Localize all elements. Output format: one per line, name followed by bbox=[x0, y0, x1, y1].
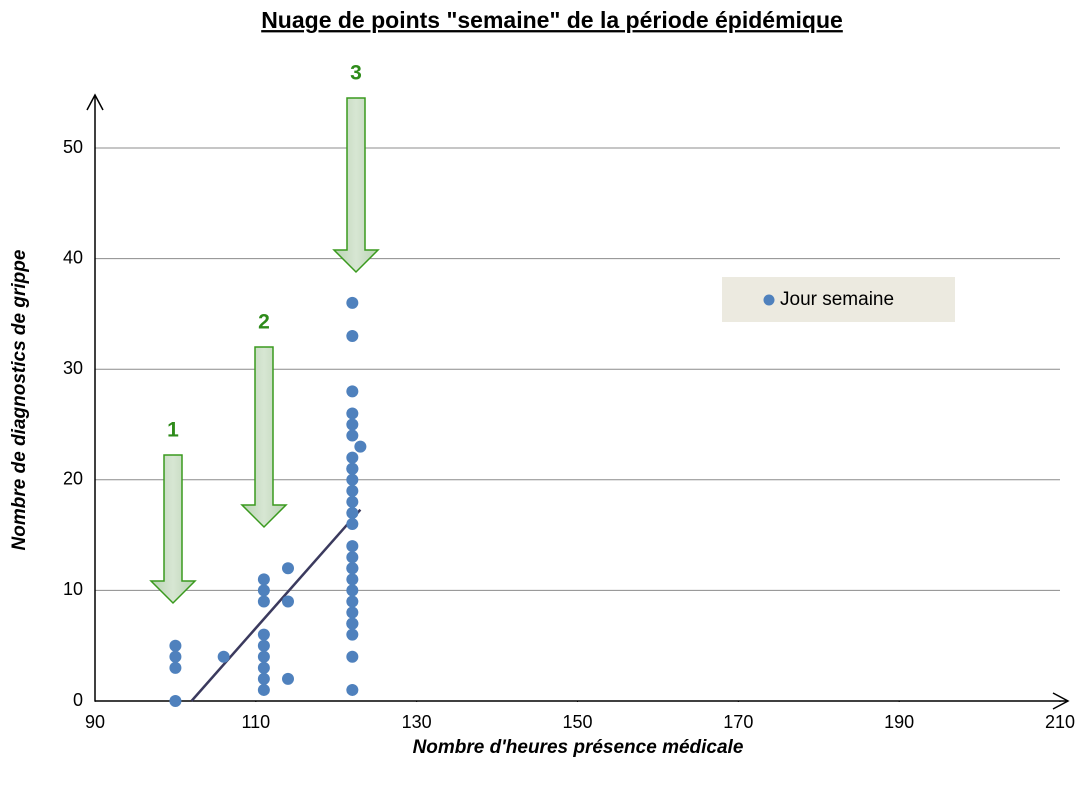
point bbox=[257, 584, 270, 597]
point bbox=[169, 661, 182, 674]
point bbox=[169, 695, 182, 707]
annotation-label: 2 bbox=[258, 311, 270, 334]
y-tick-label: 0 bbox=[73, 690, 83, 710]
point bbox=[346, 683, 359, 696]
point bbox=[346, 407, 359, 420]
point bbox=[346, 451, 359, 464]
x-tick-label: 110 bbox=[241, 712, 270, 732]
point bbox=[346, 330, 359, 343]
point bbox=[346, 573, 359, 586]
point bbox=[217, 650, 230, 663]
point bbox=[282, 562, 294, 575]
point bbox=[346, 495, 359, 508]
point bbox=[282, 595, 294, 608]
x-tick-label: 150 bbox=[562, 712, 592, 732]
annotation-arrow bbox=[240, 346, 288, 529]
point bbox=[257, 595, 270, 608]
x-axis-label: Nombre d'heures présence médicale bbox=[413, 737, 744, 758]
point bbox=[346, 595, 359, 608]
point bbox=[346, 606, 359, 619]
legend-box bbox=[722, 277, 955, 322]
point bbox=[282, 672, 294, 685]
point bbox=[257, 661, 270, 674]
x-tick-label: 190 bbox=[884, 712, 914, 732]
point bbox=[169, 639, 182, 652]
point bbox=[346, 518, 359, 531]
point bbox=[257, 683, 270, 696]
x-tick-label: 90 bbox=[85, 712, 105, 732]
legend-marker bbox=[763, 294, 775, 306]
point bbox=[346, 551, 359, 564]
point bbox=[346, 506, 359, 519]
y-tick-label: 40 bbox=[63, 247, 83, 267]
y-tick-label: 20 bbox=[63, 469, 83, 489]
point bbox=[346, 540, 359, 553]
annotation-arrow bbox=[332, 97, 380, 274]
y-tick-label: 10 bbox=[63, 579, 83, 599]
point bbox=[257, 628, 270, 641]
legend: Jour semaine bbox=[722, 277, 955, 322]
axes bbox=[86, 93, 1070, 710]
point bbox=[257, 639, 270, 652]
point bbox=[257, 650, 270, 663]
y-axis-label: Nombre de diagnostics de grippe bbox=[9, 249, 30, 550]
point bbox=[346, 473, 359, 486]
point bbox=[346, 484, 359, 497]
point bbox=[257, 672, 270, 685]
point bbox=[346, 296, 359, 309]
annotation-arrow bbox=[149, 454, 197, 605]
point bbox=[346, 462, 359, 475]
x-tick-label: 210 bbox=[1045, 712, 1075, 732]
point bbox=[169, 650, 182, 663]
x-axis-arrow bbox=[1052, 692, 1070, 710]
annotation-label: 3 bbox=[350, 62, 362, 85]
annotation-label: 1 bbox=[167, 419, 179, 442]
point bbox=[257, 573, 270, 586]
y-axis-arrow bbox=[86, 93, 104, 111]
point bbox=[346, 429, 359, 442]
trendline bbox=[190, 508, 362, 702]
y-tick-label: 30 bbox=[63, 358, 83, 378]
point bbox=[346, 650, 359, 663]
grid bbox=[95, 147, 1060, 591]
point bbox=[346, 385, 359, 398]
point bbox=[346, 562, 359, 575]
point bbox=[346, 617, 359, 630]
chart-title: Nuage de points "semaine" de la période … bbox=[261, 7, 843, 33]
x-tick-label: 170 bbox=[723, 712, 753, 732]
y-tick-label: 50 bbox=[63, 137, 83, 157]
point bbox=[346, 628, 359, 641]
x-tick-label: 130 bbox=[402, 712, 432, 732]
point bbox=[346, 418, 359, 431]
point bbox=[354, 440, 367, 453]
legend-label: Jour semaine bbox=[780, 289, 894, 310]
point bbox=[346, 584, 359, 597]
